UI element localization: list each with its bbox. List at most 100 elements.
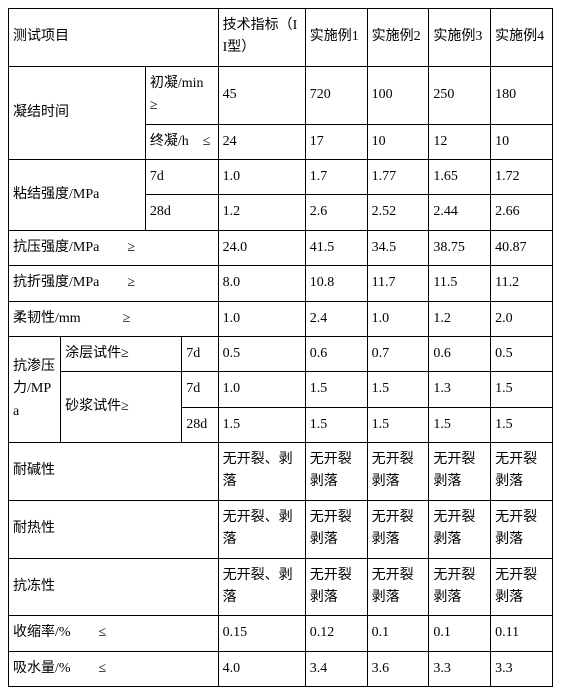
- row-perm-coat-7d: 抗渗压力/MPa 涂层试件≥ 7d 0.5 0.6 0.7 0.6 0.5: [9, 336, 553, 371]
- cell: 无开裂剥落: [305, 500, 367, 558]
- cell: 1.5: [218, 407, 305, 442]
- cell: 0.6: [429, 336, 491, 371]
- table-header-row: 测试项目 技术指标（II型） 实施例1 实施例2 实施例3 实施例4: [9, 9, 553, 67]
- label-compressive: 抗压强度/MPa ≥: [9, 230, 219, 265]
- header-ex4: 实施例4: [491, 9, 553, 67]
- row-heat: 耐热性 无开裂、剥落 无开裂剥落 无开裂剥落 无开裂剥落 无开裂剥落: [9, 500, 553, 558]
- cell: 1.72: [491, 159, 553, 194]
- cell: 0.5: [218, 336, 305, 371]
- label-toughness: 柔韧性/mm ≥: [9, 301, 219, 336]
- cell: 无开裂剥落: [491, 558, 553, 616]
- header-spec: 技术指标（II型）: [218, 9, 305, 67]
- cell: 无开裂、剥落: [218, 500, 305, 558]
- row-perm-mortar-7d: 砂浆试件≥ 7d 1.0 1.5 1.5 1.3 1.5: [9, 372, 553, 407]
- label-bond: 粘结强度/MPa: [9, 159, 146, 230]
- cell: 0.1: [429, 616, 491, 651]
- row-alkali: 耐碱性 无开裂、剥落 无开裂剥落 无开裂剥落 无开裂剥落 无开裂剥落: [9, 443, 553, 501]
- cell: 1.5: [305, 372, 367, 407]
- d-7d: 7d: [182, 336, 218, 371]
- cell: 无开裂剥落: [367, 443, 429, 501]
- cell: 11.2: [491, 266, 553, 301]
- row-flexural: 抗折强度/MPa ≥ 8.0 10.8 11.7 11.5 11.2: [9, 266, 553, 301]
- cell: 2.52: [367, 195, 429, 230]
- header-ex1: 实施例1: [305, 9, 367, 67]
- cell: 8.0: [218, 266, 305, 301]
- d-28d: 28d: [182, 407, 218, 442]
- cell: 0.11: [491, 616, 553, 651]
- cell: 1.0: [218, 372, 305, 407]
- cell: 2.66: [491, 195, 553, 230]
- cell: 3.3: [429, 651, 491, 686]
- cell: 0.1: [367, 616, 429, 651]
- cell: 3.4: [305, 651, 367, 686]
- cell: 1.5: [367, 407, 429, 442]
- header-ex3: 实施例3: [429, 9, 491, 67]
- cell: 10.8: [305, 266, 367, 301]
- cell: 1.5: [429, 407, 491, 442]
- cell: 38.75: [429, 230, 491, 265]
- cell: 1.0: [367, 301, 429, 336]
- cell: 17: [305, 124, 367, 159]
- cell: 10: [491, 124, 553, 159]
- cell: 2.44: [429, 195, 491, 230]
- header-test-item: 测试项目: [9, 9, 219, 67]
- cell: 34.5: [367, 230, 429, 265]
- cell: 12: [429, 124, 491, 159]
- label-water: 吸水量/% ≤: [9, 651, 219, 686]
- cell: 0.12: [305, 616, 367, 651]
- cell: 无开裂剥落: [491, 500, 553, 558]
- cell: 1.65: [429, 159, 491, 194]
- row-frost: 抗冻性 无开裂、剥落 无开裂剥落 无开裂剥落 无开裂剥落 无开裂剥落: [9, 558, 553, 616]
- row-compressive: 抗压强度/MPa ≥ 24.0 41.5 34.5 38.75 40.87: [9, 230, 553, 265]
- row-water-absorption: 吸水量/% ≤ 4.0 3.4 3.6 3.3 3.3: [9, 651, 553, 686]
- sub-28d: 28d: [145, 195, 218, 230]
- cell: 无开裂剥落: [305, 558, 367, 616]
- cell: 24.0: [218, 230, 305, 265]
- cell: 11.7: [367, 266, 429, 301]
- cell: 2.0: [491, 301, 553, 336]
- cell: 无开裂剥落: [491, 443, 553, 501]
- cell: 4.0: [218, 651, 305, 686]
- cell: 1.77: [367, 159, 429, 194]
- sub-final: 终凝/h ≤: [145, 124, 218, 159]
- cell: 0.6: [305, 336, 367, 371]
- cell: 10: [367, 124, 429, 159]
- cell: 无开裂剥落: [367, 558, 429, 616]
- cell: 45: [218, 66, 305, 124]
- row-bond-7d: 粘结强度/MPa 7d 1.0 1.7 1.77 1.65 1.72: [9, 159, 553, 194]
- row-shrinkage: 收缩率/% ≤ 0.15 0.12 0.1 0.1 0.11: [9, 616, 553, 651]
- label-shrinkage: 收缩率/% ≤: [9, 616, 219, 651]
- cell: 1.2: [218, 195, 305, 230]
- cell: 11.5: [429, 266, 491, 301]
- cell: 1.5: [491, 372, 553, 407]
- sub-initial: 初凝/min ≥: [145, 66, 218, 124]
- cell: 1.0: [218, 301, 305, 336]
- cell: 40.87: [491, 230, 553, 265]
- sub-7d: 7d: [145, 159, 218, 194]
- label-frost: 抗冻性: [9, 558, 219, 616]
- cell: 1.5: [305, 407, 367, 442]
- cell: 2.6: [305, 195, 367, 230]
- cell: 720: [305, 66, 367, 124]
- cell: 无开裂剥落: [429, 558, 491, 616]
- cell: 1.2: [429, 301, 491, 336]
- cell: 1.5: [367, 372, 429, 407]
- label-mortar: 砂浆试件≥: [61, 372, 182, 443]
- cell: 1.0: [218, 159, 305, 194]
- cell: 2.4: [305, 301, 367, 336]
- cell: 1.5: [491, 407, 553, 442]
- cell: 250: [429, 66, 491, 124]
- label-flexural: 抗折强度/MPa ≥: [9, 266, 219, 301]
- cell: 0.5: [491, 336, 553, 371]
- cell: 无开裂剥落: [305, 443, 367, 501]
- d-7d: 7d: [182, 372, 218, 407]
- cell: 无开裂剥落: [429, 443, 491, 501]
- label-alkali: 耐碱性: [9, 443, 219, 501]
- cell: 100: [367, 66, 429, 124]
- row-setting-initial: 凝结时间 初凝/min ≥ 45 720 100 250 180: [9, 66, 553, 124]
- cell: 无开裂、剥落: [218, 443, 305, 501]
- cell: 3.6: [367, 651, 429, 686]
- cell: 24: [218, 124, 305, 159]
- cell: 无开裂剥落: [429, 500, 491, 558]
- label-heat: 耐热性: [9, 500, 219, 558]
